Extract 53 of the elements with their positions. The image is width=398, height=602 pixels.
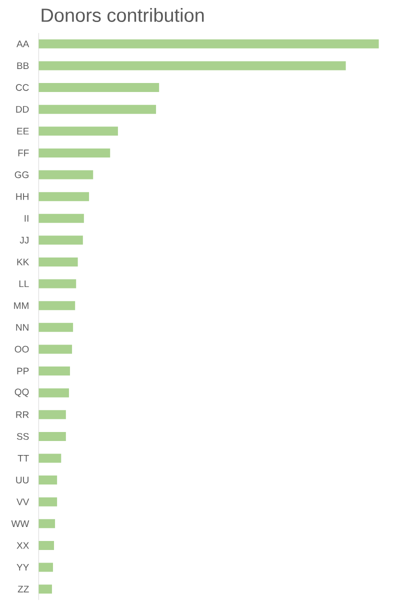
y-tick-label: EE [17,128,29,134]
bar [38,126,118,136]
y-tick-label: RR [16,411,29,418]
y-tick-label: FF [18,150,29,156]
bar [38,584,52,594]
y-tick-label: XX [16,542,29,549]
y-tick-label: BB [17,62,29,69]
bar [38,366,70,376]
bar [38,476,58,485]
y-tick-label: AA [16,40,30,48]
y-tick-label: TT [18,454,29,462]
y-tick-label: MM [14,302,28,309]
y-tick-label: UU [16,476,28,484]
bar [38,322,74,332]
bar [38,344,72,354]
y-tick-label: NN [16,324,28,331]
bar [38,301,76,310]
y-tick-label: ZZ [18,586,29,592]
bar [38,540,54,550]
bar [38,257,78,266]
bar [38,562,53,572]
y-tick-label: OO [14,346,29,353]
y-tick-label: VV [16,498,30,506]
y-tick-label: II [24,215,28,222]
chart-title: Donors contribution [42,8,204,22]
bar [38,497,58,506]
y-tick-label: WW [11,520,30,527]
bar [38,39,379,48]
bar [38,454,62,463]
bar [38,388,69,398]
y-tick-label: QQ [14,388,29,398]
y-tick-label: LL [19,280,29,288]
y-tick-label: DD [16,106,29,113]
bar [38,236,83,245]
y-tick-label: PP [17,368,29,374]
y-tick-label: CC [16,84,29,91]
bar [38,104,156,114]
bar [38,279,76,288]
y-tick-label: KK [17,258,30,266]
bar [38,148,110,158]
y-tick-label: GG [14,171,28,178]
bar [38,432,66,441]
bar [38,410,66,420]
bar [38,519,56,528]
y-tick-label: HH [16,193,28,200]
y-tick-label: SS [16,433,29,440]
bar [38,83,160,92]
y-tick-label: JJ [20,236,28,244]
bar [38,214,84,223]
bar [38,61,346,70]
y-tick-label: YY [16,564,29,571]
bar [38,192,90,202]
bar [38,170,94,180]
